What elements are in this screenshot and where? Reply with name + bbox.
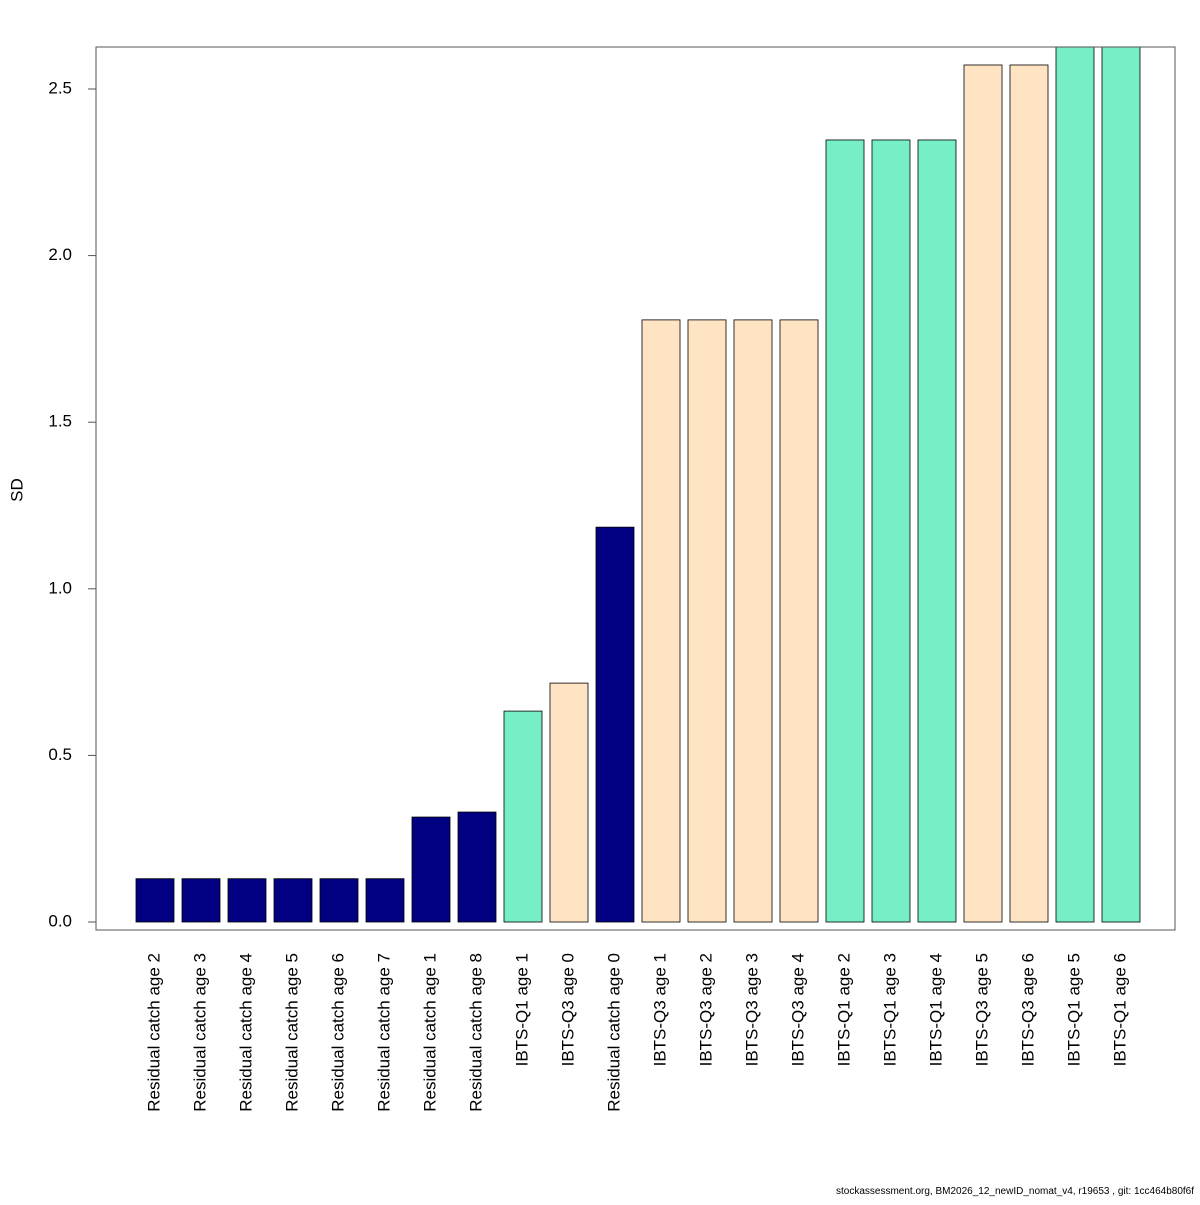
- bar: [917, 139, 957, 923]
- y-tick-label: 0.5: [48, 745, 72, 764]
- y-axis-label: SD: [7, 478, 26, 502]
- bar: [365, 878, 405, 923]
- x-tick-label: IBTS-Q3 age 0: [558, 953, 577, 1066]
- y-tick-label: 1.0: [48, 578, 72, 597]
- x-tick-label: Residual catch age 8: [466, 953, 485, 1112]
- y-tick-label: 1.5: [48, 412, 72, 431]
- bar: [1055, 47, 1095, 923]
- bar: [411, 816, 451, 923]
- x-tick-label: IBTS-Q1 age 3: [880, 953, 899, 1066]
- x-tick-label: IBTS-Q3 age 5: [972, 953, 991, 1066]
- x-tick-label: IBTS-Q3 age 6: [1018, 953, 1037, 1066]
- x-tick-label: IBTS-Q1 age 1: [512, 953, 531, 1066]
- bar: [1101, 47, 1141, 923]
- x-tick-label: IBTS-Q1 age 2: [834, 953, 853, 1066]
- bar: [1009, 64, 1049, 923]
- bar: [963, 64, 1003, 923]
- y-tick-label: 2.5: [48, 78, 72, 97]
- x-tick-label: Residual catch age 4: [236, 953, 255, 1112]
- bar: [595, 526, 635, 923]
- bar: [135, 878, 175, 923]
- bar: [687, 319, 727, 923]
- x-tick-label: Residual catch age 6: [328, 953, 347, 1112]
- x-tick-label: IBTS-Q3 age 4: [788, 953, 807, 1066]
- y-tick-label: 2.0: [48, 245, 72, 264]
- x-tick-label: IBTS-Q3 age 3: [742, 953, 761, 1066]
- bar: [825, 139, 865, 923]
- x-tick-label: IBTS-Q1 age 4: [926, 953, 945, 1066]
- plot-frame: [95, 46, 1176, 931]
- bar: [227, 878, 267, 923]
- bar: [779, 319, 819, 923]
- x-tick-label: IBTS-Q3 age 1: [650, 953, 669, 1066]
- bar: [871, 139, 911, 923]
- x-tick-label: Residual catch age 1: [420, 953, 439, 1112]
- x-tick-label: IBTS-Q1 age 5: [1064, 953, 1083, 1066]
- x-tick-label: IBTS-Q3 age 2: [696, 953, 715, 1066]
- bar: [457, 811, 497, 923]
- x-tick-label: Residual catch age 0: [604, 953, 623, 1112]
- y-tick-label: 0.0: [48, 911, 72, 930]
- x-tick-label: Residual catch age 5: [282, 953, 301, 1112]
- bar: [549, 682, 589, 923]
- x-tick-label: Residual catch age 3: [190, 953, 209, 1112]
- bar: [641, 319, 681, 923]
- footer: stockassessment.org, BM2026_12_newID_nom…: [836, 1186, 1194, 1197]
- bar: [273, 878, 313, 923]
- bar: [181, 878, 221, 923]
- x-tick-label: IBTS-Q1 age 6: [1110, 953, 1129, 1066]
- bar: [503, 710, 543, 923]
- x-tick-label: Residual catch age 7: [374, 953, 393, 1112]
- x-tick-label: Residual catch age 2: [144, 953, 163, 1112]
- bar: [733, 319, 773, 923]
- bar: [319, 878, 359, 923]
- bars: [135, 47, 1141, 923]
